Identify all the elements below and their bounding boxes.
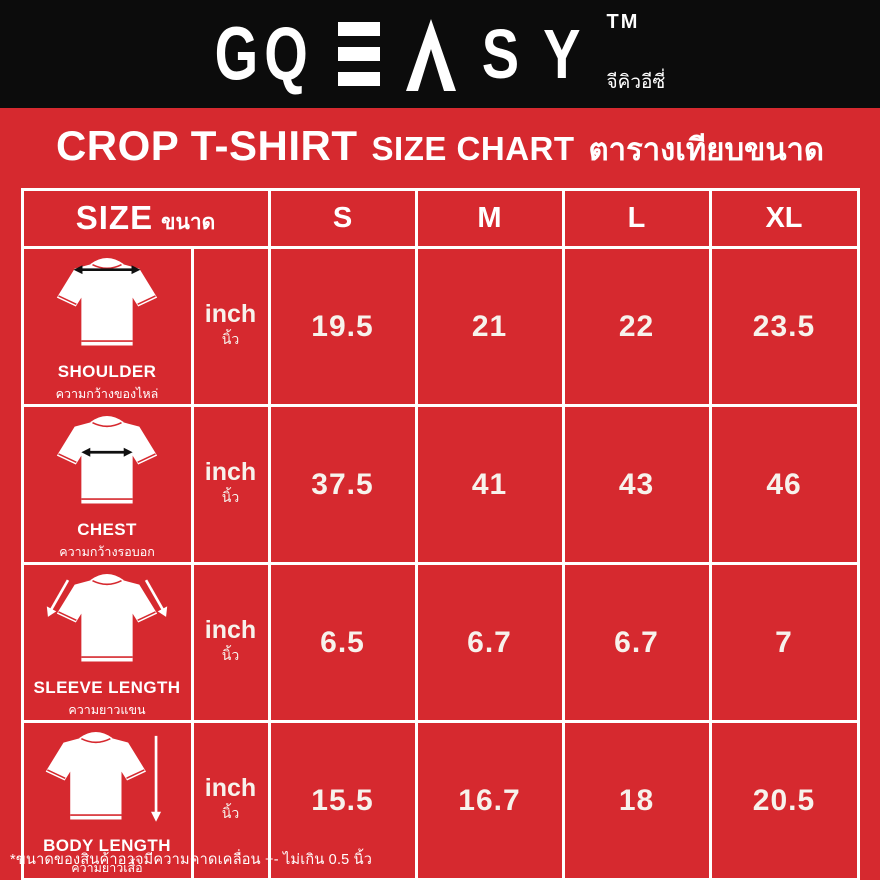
size-column-header-m: M bbox=[414, 188, 565, 249]
size-value-cell: 23.5 bbox=[708, 246, 860, 407]
measure-label-cell: SLEEVE LENGTH ความยาวแขน bbox=[20, 562, 194, 723]
table-row: SLEEVE LENGTH ความยาวแขน inch นิ้ว 6.5 6.7 6.7… bbox=[20, 562, 860, 723]
size-value-cell: 21 bbox=[414, 246, 565, 407]
logo-e-bars-icon bbox=[337, 22, 380, 86]
size-header-label-thai: ขนาด bbox=[161, 210, 216, 234]
tshirt-chest-arrow-icon bbox=[24, 411, 191, 518]
size-value-cell: 6.5 bbox=[267, 562, 418, 723]
unit-cell: inch นิ้ว bbox=[190, 404, 271, 565]
logo-thai-text: จีคิวอีซี่ bbox=[606, 72, 666, 93]
logo-side-column: TM จีคิวอีซี่ bbox=[607, 11, 666, 97]
size-column-header-l: L bbox=[561, 188, 712, 249]
unit-label: inch bbox=[204, 616, 257, 644]
logo-gq-text: GQ bbox=[214, 11, 314, 96]
table-row: BODY LENGTH ความยาวเสื้อ inch นิ้ว 15.5 16.7 1… bbox=[20, 720, 860, 880]
tshirt-body-arrow-icon bbox=[24, 727, 191, 834]
tshirt-sleeve-arrow-icon bbox=[24, 569, 191, 676]
measure-label-thai: ความยาวเสื้อ bbox=[71, 861, 143, 875]
title-sub: SIZE CHART bbox=[371, 130, 575, 167]
size-value-cell: 41 bbox=[414, 404, 565, 565]
size-value-cell: 6.7 bbox=[561, 562, 712, 723]
measure-label-cell: SHOULDER ความกว้างของไหล่ bbox=[20, 246, 194, 407]
size-value-cell: 46 bbox=[708, 404, 860, 565]
unit-label: inch bbox=[204, 458, 257, 486]
measure-label: SLEEVE LENGTH bbox=[33, 678, 181, 697]
logo-y-text: Y bbox=[543, 14, 581, 93]
size-value-cell: 15.5 bbox=[267, 720, 418, 880]
trademark-label: TM bbox=[606, 11, 640, 33]
tshirt-shoulder-arrow-icon bbox=[24, 253, 191, 360]
unit-label-thai: นิ้ว bbox=[221, 647, 240, 663]
size-value-cell: 6.7 bbox=[414, 562, 565, 723]
size-value-cell: 18 bbox=[561, 720, 712, 880]
size-column-header-s: S bbox=[267, 188, 418, 249]
size-value-cell: 7 bbox=[708, 562, 860, 723]
size-chart-table: SIZE ขนาด S M L XL SHOULDER ความกว้างของไหล่ i… bbox=[20, 188, 860, 880]
logo-a-caret-icon bbox=[405, 19, 456, 91]
size-value-cell: 16.7 bbox=[414, 720, 565, 880]
measure-label: BODY LENGTH bbox=[43, 836, 171, 855]
unit-label: inch bbox=[204, 300, 257, 328]
unit-cell: inch นิ้ว bbox=[190, 562, 271, 723]
size-column-header-xl: XL bbox=[708, 188, 860, 249]
unit-cell: inch นิ้ว bbox=[190, 720, 271, 880]
measure-label-thai: ความกว้างรอบอก bbox=[59, 545, 155, 559]
logo-s-text: S bbox=[481, 14, 520, 93]
unit-label-thai: นิ้ว bbox=[221, 805, 240, 821]
measure-label-cell: BODY LENGTH ความยาวเสื้อ bbox=[20, 720, 194, 880]
table-header-row: SIZE ขนาด S M L XL bbox=[20, 188, 860, 249]
unit-label: inch bbox=[204, 774, 257, 802]
size-value-cell: 43 bbox=[561, 404, 712, 565]
title-thai: ตารางเทียบขนาด bbox=[588, 132, 825, 167]
measure-label-cell: CHEST ความกว้างรอบอก bbox=[20, 404, 194, 565]
size-header-label: SIZE bbox=[75, 198, 154, 236]
size-header-cell: SIZE ขนาด bbox=[20, 188, 271, 249]
page-title: CROP T-SHIRT SIZE CHART ตารางเทียบขนาด bbox=[0, 122, 880, 174]
measure-label-thai: ความยาวแขน bbox=[68, 703, 146, 717]
title-main: CROP T-SHIRT bbox=[55, 122, 358, 169]
size-value-cell: 37.5 bbox=[267, 404, 418, 565]
table-row: CHEST ความกว้างรอบอก inch นิ้ว 37.5 41 43 46 bbox=[20, 404, 860, 565]
size-value-cell: 19.5 bbox=[267, 246, 418, 407]
unit-label-thai: นิ้ว bbox=[221, 331, 240, 347]
size-value-cell: 20.5 bbox=[708, 720, 860, 880]
brand-header: GQ S Y TM จีคิวอีซี่ bbox=[0, 0, 880, 108]
table-row: SHOULDER ความกว้างของไหล่ inch นิ้ว 19.5 21 22… bbox=[20, 246, 860, 407]
unit-cell: inch นิ้ว bbox=[190, 246, 271, 407]
measure-label: CHEST bbox=[77, 520, 137, 539]
measure-label: SHOULDER bbox=[57, 362, 157, 381]
tolerance-footnote: *ขนาดของสินค้าอาจมีความคาดเคลื่อน +- ไม่… bbox=[10, 852, 373, 868]
unit-label-thai: นิ้ว bbox=[221, 489, 240, 505]
size-value-cell: 22 bbox=[561, 246, 712, 407]
measure-label-thai: ความกว้างของไหล่ bbox=[55, 387, 159, 401]
brand-logo: GQ S Y TM จีคิวอีซี่ bbox=[215, 11, 666, 97]
